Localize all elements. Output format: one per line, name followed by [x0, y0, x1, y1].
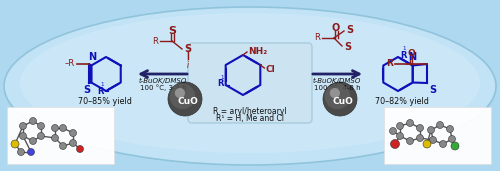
Circle shape — [436, 122, 444, 128]
Text: R: R — [386, 60, 393, 69]
Circle shape — [20, 122, 26, 129]
Circle shape — [330, 88, 340, 98]
Circle shape — [416, 135, 424, 141]
Text: R: R — [98, 87, 104, 95]
Text: 100 °C, 4-8 h: 100 °C, 4-8 h — [314, 85, 360, 91]
Text: N: N — [88, 52, 96, 62]
Circle shape — [38, 133, 44, 140]
Circle shape — [70, 140, 76, 147]
Text: S: S — [429, 85, 436, 95]
Text: S: S — [184, 44, 191, 54]
Circle shape — [406, 137, 414, 144]
Circle shape — [446, 126, 454, 133]
Text: t-BuOK/DMSO: t-BuOK/DMSO — [313, 78, 361, 84]
Text: 70–85% yield: 70–85% yield — [78, 97, 132, 107]
Circle shape — [448, 135, 456, 142]
Circle shape — [175, 88, 185, 98]
Circle shape — [60, 142, 66, 149]
Circle shape — [406, 120, 414, 127]
Circle shape — [52, 135, 59, 141]
Circle shape — [30, 137, 36, 144]
Text: R¹ = H, Me and Cl: R¹ = H, Me and Cl — [216, 114, 284, 122]
Circle shape — [70, 129, 76, 136]
Text: 70–82% yield: 70–82% yield — [375, 97, 429, 107]
Text: 1: 1 — [220, 75, 224, 80]
Text: S: S — [84, 85, 90, 95]
Circle shape — [396, 122, 404, 129]
Text: R: R — [217, 80, 224, 89]
FancyBboxPatch shape — [384, 107, 491, 164]
Circle shape — [20, 133, 26, 140]
Circle shape — [324, 84, 350, 109]
Text: 1: 1 — [402, 46, 406, 51]
Circle shape — [28, 148, 34, 155]
Circle shape — [390, 140, 400, 148]
Circle shape — [60, 124, 66, 131]
Circle shape — [396, 133, 404, 140]
Text: S: S — [346, 25, 353, 35]
Circle shape — [423, 140, 431, 148]
Text: 1: 1 — [100, 82, 104, 87]
Text: R: R — [400, 50, 406, 60]
Circle shape — [30, 117, 36, 124]
Text: N: N — [408, 52, 416, 62]
Circle shape — [451, 142, 459, 150]
Circle shape — [440, 141, 446, 148]
Text: 100 °C, 3-4 h: 100 °C, 3-4 h — [140, 85, 186, 91]
Text: R = aryl/heteroaryl: R = aryl/heteroaryl — [213, 107, 287, 115]
Circle shape — [168, 82, 202, 116]
Circle shape — [430, 136, 436, 143]
Circle shape — [52, 124, 59, 131]
Text: S: S — [344, 42, 351, 52]
Circle shape — [323, 82, 357, 116]
Circle shape — [170, 84, 195, 109]
Text: –R: –R — [65, 60, 75, 69]
Ellipse shape — [4, 7, 496, 165]
Text: CuO: CuO — [177, 97, 198, 106]
FancyBboxPatch shape — [188, 43, 312, 123]
Circle shape — [11, 140, 19, 148]
FancyBboxPatch shape — [7, 107, 114, 164]
Text: R: R — [152, 36, 158, 45]
Circle shape — [428, 127, 434, 134]
Text: O: O — [407, 49, 415, 57]
Circle shape — [390, 128, 396, 135]
Text: S: S — [168, 26, 176, 36]
Text: Cl: Cl — [266, 64, 275, 74]
Text: R: R — [314, 34, 320, 43]
Circle shape — [18, 148, 24, 155]
Text: t-BuOK/DMSO: t-BuOK/DMSO — [139, 78, 187, 84]
Text: NH₂: NH₂ — [248, 47, 267, 56]
Text: CuO: CuO — [332, 97, 353, 106]
Circle shape — [38, 122, 44, 129]
Circle shape — [416, 124, 424, 131]
Circle shape — [76, 146, 84, 153]
Ellipse shape — [20, 13, 480, 153]
Text: O: O — [332, 23, 340, 33]
Text: i: i — [187, 61, 189, 70]
